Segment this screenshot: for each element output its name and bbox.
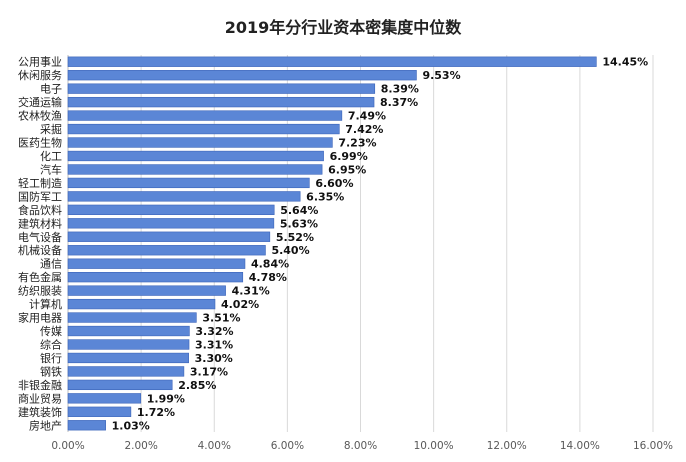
bar [67,420,106,431]
bar [67,272,244,283]
bar [67,366,185,377]
data-label: 6.95% [328,163,366,176]
category-label: 公用事业 [18,56,62,69]
bar [67,164,323,175]
category-label: 非银金融 [18,378,62,392]
bar [67,96,375,108]
bar [67,352,189,364]
category-label: 农林牧渔 [18,109,62,123]
data-label: 5.63% [280,217,318,230]
category-label: 医药生物 [18,136,62,150]
bar [67,231,271,242]
category-label: 钢铁 [40,365,62,378]
data-label: 5.64% [280,204,318,217]
x-tick-label: 2.00% [124,440,157,452]
x-tick-label: 14.00% [560,440,600,452]
bar [67,325,190,337]
category-label: 国防军工 [18,189,62,203]
data-label: 1.72% [137,406,175,419]
bar [67,83,376,94]
x-tick-label: 6.00% [271,440,304,452]
category-label: 食品饮料 [18,203,62,217]
category-label: 汽车 [40,162,62,176]
bar [67,393,142,404]
category-label: 机械设备 [18,243,62,257]
category-label: 交通运输 [18,95,62,109]
category-label: 建筑材料 [18,216,62,230]
data-label: 8.39% [381,83,419,96]
category-label: 通信 [40,258,62,271]
data-label: 5.40% [271,244,309,257]
data-label: 3.17% [190,365,228,378]
bar [67,56,597,67]
data-label: 3.30% [195,352,233,365]
x-tick-label: 12.00% [487,440,527,452]
category-label: 轻工制造 [18,176,62,190]
bar [67,218,275,229]
bar [67,123,340,135]
data-label: 7.23% [338,137,376,150]
data-label: 1.99% [147,392,185,405]
category-label: 休闲服务 [18,68,62,82]
bar [67,298,216,310]
category-label: 银行 [40,351,62,365]
data-label: 3.31% [195,338,233,351]
bar [67,406,132,417]
category-label: 商业贸易 [18,391,62,405]
data-label: 2.85% [178,379,216,392]
bar [67,177,310,189]
category-label: 房地产 [29,418,62,432]
category-label: 有色金属 [18,270,62,284]
data-label: 9.53% [422,69,460,82]
data-label: 4.02% [221,298,259,311]
bar [67,245,266,256]
data-label: 5.52% [276,231,314,244]
data-label: 4.78% [249,271,287,284]
bar [67,258,246,269]
bar [67,379,173,391]
chart-title: 2019年分行业资本密集度中位数 [224,18,462,37]
data-label: 7.49% [348,110,386,123]
data-label: 6.35% [306,190,344,203]
category-label: 综合 [40,337,62,351]
data-label: 7.42% [345,123,383,136]
data-label: 6.99% [330,150,368,163]
bar [67,204,275,215]
x-tick-label: 8.00% [344,440,377,452]
data-label: 4.31% [232,285,270,298]
category-label: 传媒 [40,325,62,338]
bar [67,150,324,162]
data-label: 4.84% [251,258,289,271]
bar [67,312,197,323]
x-tick-label: 4.00% [198,440,231,452]
bar [67,70,417,81]
data-label: 3.51% [202,312,240,325]
bar [67,191,301,202]
data-label: 3.32% [195,325,233,338]
data-label: 6.60% [315,177,353,190]
category-label: 纺织服装 [18,284,62,298]
x-tick-label: 10.00% [414,440,454,452]
bar [67,285,226,296]
category-label: 电子 [40,83,62,96]
data-label: 1.03% [112,419,150,432]
bar [67,110,343,121]
data-label: 8.37% [380,96,418,109]
bar [67,137,333,148]
bar [67,339,190,350]
category-label: 家用电器 [18,311,62,325]
category-label: 计算机 [29,297,62,311]
category-label: 电气设备 [18,230,62,244]
category-label: 采掘 [40,122,62,136]
category-label: 化工 [40,149,62,163]
data-label: 14.45% [602,56,648,69]
x-tick-label: 0.00% [51,440,84,452]
category-label: 建筑装饰 [18,405,62,419]
x-tick-label: 16.00% [633,440,673,452]
